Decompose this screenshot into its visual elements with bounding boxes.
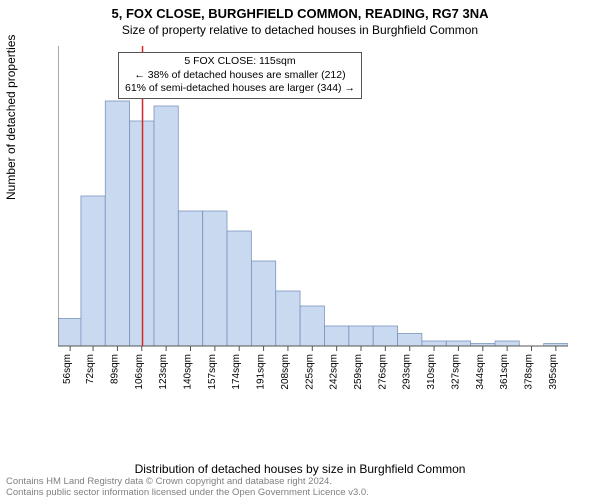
svg-text:56sqm: 56sqm bbox=[62, 354, 73, 384]
svg-text:106sqm: 106sqm bbox=[134, 354, 145, 390]
svg-text:276sqm: 276sqm bbox=[377, 354, 388, 390]
footer-line-2: Contains public sector information licen… bbox=[6, 488, 369, 499]
annotation-line-3: 61% of semi-detached houses are larger (… bbox=[125, 82, 355, 96]
annotation-box: 5 FOX CLOSE: 115sqm ← 38% of detached ho… bbox=[118, 52, 362, 99]
svg-text:327sqm: 327sqm bbox=[450, 354, 461, 390]
svg-text:191sqm: 191sqm bbox=[256, 354, 267, 390]
x-axis-label: Distribution of detached houses by size … bbox=[0, 462, 600, 476]
svg-text:242sqm: 242sqm bbox=[329, 354, 340, 390]
annotation-line-1: 5 FOX CLOSE: 115sqm bbox=[125, 55, 355, 69]
footer: Contains HM Land Registry data © Crown c… bbox=[6, 477, 369, 499]
svg-text:208sqm: 208sqm bbox=[280, 354, 291, 390]
svg-text:72sqm: 72sqm bbox=[85, 354, 96, 384]
svg-text:89sqm: 89sqm bbox=[109, 354, 120, 384]
svg-text:174sqm: 174sqm bbox=[231, 354, 242, 390]
svg-text:293sqm: 293sqm bbox=[402, 354, 413, 390]
svg-text:344sqm: 344sqm bbox=[475, 354, 486, 390]
chart-area: 02040608010012056sqm72sqm89sqm106sqm123s… bbox=[58, 46, 568, 406]
svg-text:225sqm: 225sqm bbox=[304, 354, 315, 390]
histogram-plot: 02040608010012056sqm72sqm89sqm106sqm123s… bbox=[58, 46, 568, 406]
svg-text:140sqm: 140sqm bbox=[182, 354, 193, 390]
svg-text:157sqm: 157sqm bbox=[207, 354, 218, 390]
svg-text:259sqm: 259sqm bbox=[353, 354, 364, 390]
svg-text:310sqm: 310sqm bbox=[426, 354, 437, 390]
svg-text:378sqm: 378sqm bbox=[523, 354, 534, 390]
y-axis-label: Number of detached properties bbox=[4, 35, 18, 200]
page-subtitle: Size of property relative to detached ho… bbox=[0, 23, 600, 37]
page-title: 5, FOX CLOSE, BURGHFIELD COMMON, READING… bbox=[0, 0, 600, 21]
svg-text:123sqm: 123sqm bbox=[158, 354, 169, 390]
svg-text:395sqm: 395sqm bbox=[548, 354, 559, 390]
svg-text:361sqm: 361sqm bbox=[499, 354, 510, 390]
annotation-line-2: ← 38% of detached houses are smaller (21… bbox=[125, 69, 355, 83]
